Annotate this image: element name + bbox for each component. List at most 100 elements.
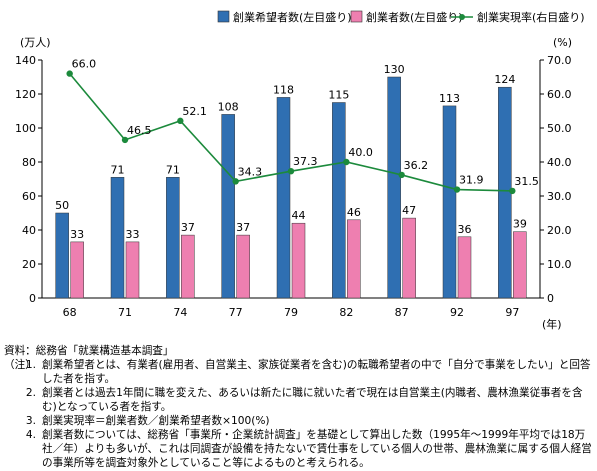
right-tick-label: 10.0 <box>547 258 572 271</box>
left-axis-unit: (万人) <box>20 36 51 49</box>
left-tick-label: 0 <box>29 292 36 305</box>
bar-founders-label: 37 <box>181 221 195 234</box>
bar-hope <box>221 114 235 299</box>
rate-marker <box>509 187 516 195</box>
rate-marker <box>453 186 461 193</box>
bar-hope <box>498 86 512 299</box>
bar-founders-label: 47 <box>402 204 416 217</box>
right-tick-label: 40.0 <box>547 156 572 169</box>
rate-marker <box>66 70 73 77</box>
rate-marker <box>177 117 184 125</box>
bar-hope-label: 71 <box>111 163 125 176</box>
bar-hope-label: 108 <box>218 100 239 113</box>
legend-marker-2 <box>459 14 465 20</box>
bar-founders-label: 36 <box>458 223 472 236</box>
bar-hope-label: 50 <box>55 199 69 212</box>
bar-founders-label: 39 <box>513 218 527 231</box>
bar-founders-label: 46 <box>347 206 361 219</box>
legend-label-0: 創業希望者数(左目盛り) <box>233 10 352 24</box>
note-head <box>4 386 20 414</box>
x-tick-label: 71 <box>118 306 132 319</box>
left-tick-label: 40 <box>22 224 36 237</box>
note-number: 2. <box>25 387 36 399</box>
rate-marker <box>343 158 350 166</box>
note-number: 4. <box>25 429 36 441</box>
x-tick-label: 77 <box>229 306 243 319</box>
left-tick-label: 20 <box>22 258 36 271</box>
left-tick-label: 100 <box>15 122 36 135</box>
source-note: 資料：総務省「就業構造基本調査」 <box>4 345 174 357</box>
legend-label-1: 創業者数(左目盛り) <box>366 10 463 24</box>
right-tick-label: 50.0 <box>547 122 572 135</box>
rate-label: 31.9 <box>459 174 484 187</box>
bar-founders-label: 33 <box>126 228 140 241</box>
rate-label: 46.5 <box>127 124 152 137</box>
right-tick-label: 0 <box>547 292 554 305</box>
bar-hope-label: 124 <box>494 73 515 86</box>
bar-hope-label: 71 <box>166 163 180 176</box>
legend-label-2: 創業実現率(右目盛り) <box>477 10 585 24</box>
note-head <box>4 428 20 470</box>
bar-hope <box>332 102 346 299</box>
note-number: 3. <box>25 415 36 427</box>
rate-marker <box>398 171 405 179</box>
left-tick-label: 120 <box>15 88 36 101</box>
right-tick-label: 20.0 <box>547 224 572 237</box>
bar-founders <box>236 234 250 299</box>
x-tick-label: 74 <box>173 306 187 319</box>
note-text: 創業者とは過去1年間に職を変えた、あるいは新たに職に就いた者で現在は自営業主(内… <box>42 387 583 413</box>
bar-hope <box>55 212 69 299</box>
bar-founders-label: 44 <box>292 209 306 222</box>
note-head: （注） <box>4 359 36 371</box>
x-tick-label: 82 <box>339 306 353 319</box>
bar-hope-label: 115 <box>328 89 349 102</box>
rate-label: 36.2 <box>404 159 429 172</box>
note-number: 1. <box>25 359 36 371</box>
axes: (万人) (%) 0 20 40 60 80 100 120 140 0 10.0 20.0 30.0 40… <box>15 36 572 331</box>
bar-founders <box>291 222 306 299</box>
bar-founders <box>347 219 361 299</box>
right-tick-label: 30.0 <box>547 190 572 203</box>
bar-hope <box>166 177 180 299</box>
bar-hope-label: 118 <box>273 83 294 96</box>
notes-section: 資料：総務省「就業構造基本調査」 （注） 1. 創業希望者とは、有業者(雇用者、自営… <box>4 344 594 470</box>
chart: 創業希望者数(左目盛り) 創業者数(左目盛り) 創業実現率(右目盛り) (万人) (%… <box>15 10 585 331</box>
left-tick-label: 80 <box>22 156 36 169</box>
bar-founders <box>513 231 527 299</box>
right-tick-label: 70.0 <box>547 54 572 67</box>
bar-hope-label: 113 <box>439 92 460 105</box>
bar-founders <box>402 217 416 299</box>
note-item: 4. 創業者数については、総務省「事業所・企業統計調査」を基礎として算出した数（1… <box>4 428 594 470</box>
rate-label: 37.3 <box>293 155 318 168</box>
plot-area: 50 33 71 33 71 37 108 37 118 44 115 46 130 47 113 36 124… <box>55 58 539 299</box>
note-item: 3. 創業実現率＝創業者数／創業希望者数×100(%) <box>4 414 594 428</box>
rate-label: 52.1 <box>182 105 207 118</box>
note-item: （注） 1. 創業希望者とは、有業者(雇用者、自営業主、家族従業者を含む)の転職希望… <box>4 358 594 386</box>
rate-marker <box>287 167 295 175</box>
rate-label: 34.3 <box>238 165 263 178</box>
left-tick-label: 140 <box>15 54 36 67</box>
x-tick-label: 97 <box>505 306 519 319</box>
legend-swatch-0 <box>217 10 230 23</box>
bar-hope <box>110 177 125 299</box>
note-head <box>4 414 20 428</box>
bar-hope <box>276 97 291 299</box>
note-text: 創業実現率＝創業者数／創業希望者数×100(%) <box>42 415 270 427</box>
bar-hope <box>442 105 457 299</box>
rate-label: 66.0 <box>72 58 97 71</box>
bar-founders <box>181 234 195 299</box>
bar-founders <box>457 236 472 299</box>
x-tick-label: 79 <box>284 306 298 319</box>
rate-label: 40.0 <box>348 146 373 159</box>
bar-hope <box>387 76 401 299</box>
x-tick-label: 87 <box>395 306 409 319</box>
x-axis-unit: (年) <box>542 317 562 331</box>
legend-swatch-1 <box>350 10 363 23</box>
note-text: 創業希望者とは、有業者(雇用者、自営業主、家族従業者を含む)の転職希望者の中で「… <box>42 359 591 385</box>
bar-founders-label: 37 <box>236 221 250 234</box>
x-tick-label: 92 <box>450 306 464 319</box>
note-list: （注） 1. 創業希望者とは、有業者(雇用者、自営業主、家族従業者を含む)の転職希望… <box>4 358 594 470</box>
note-text: 創業者数については、総務省「事業所・企業統計調査」を基礎として算出した数（199… <box>42 429 592 469</box>
rate-label: 31.5 <box>514 175 539 188</box>
bar-founders <box>70 241 84 299</box>
